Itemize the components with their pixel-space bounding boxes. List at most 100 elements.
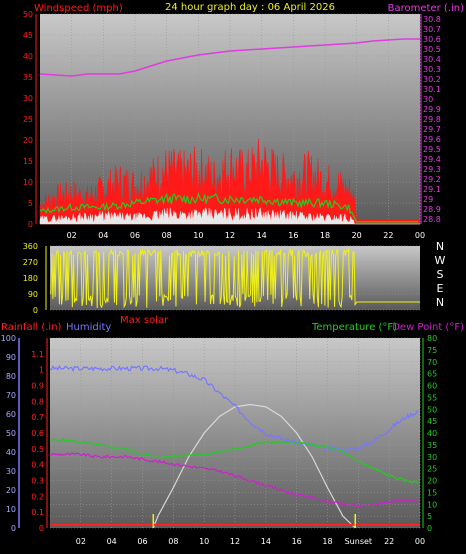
rainfall-tick: 0.8	[31, 397, 44, 406]
barometer-tick: 29	[423, 195, 433, 204]
compass-S: S	[437, 268, 444, 281]
humidity-tick: 80	[6, 372, 16, 381]
direction-tick: 90	[28, 290, 38, 299]
barometer-label: Barometer (.in)	[388, 3, 464, 14]
windspeed-axis: 0 5 10 15 20 25 30 35 40 45 50	[23, 10, 37, 229]
rainfall-tick: 0	[39, 524, 44, 533]
barometer-tick: 30.7	[423, 25, 441, 34]
x-tick: 14	[257, 231, 267, 240]
wind-direction-line	[50, 247, 420, 309]
x-tick: 06	[130, 231, 140, 240]
rainfall-tick: 0.1	[31, 508, 44, 517]
humidity-tick: 50	[6, 429, 16, 438]
temperature-tick: 70	[427, 358, 437, 367]
compass-N: N	[436, 240, 444, 253]
x-tick: 12	[230, 537, 240, 546]
barometer-tick: 30	[423, 95, 433, 104]
wind-series	[39, 38, 421, 225]
temperature-tick: 80	[427, 334, 437, 343]
humidity-tick: 30	[6, 467, 16, 476]
rainfall-tick: 0.2	[31, 492, 44, 501]
barometer-tick: 30.5	[423, 45, 441, 54]
chart-title: 24 hour graph day : 06 April 2026	[165, 2, 335, 13]
max-solar-line	[152, 403, 356, 529]
barometer-tick: 29.3	[423, 165, 441, 174]
rainfall-tick: 0.5	[31, 445, 44, 454]
temperature-tick: 15	[427, 488, 437, 497]
max-solar-label: Max solar	[120, 315, 169, 326]
windspeed-tick: 5	[28, 199, 33, 208]
barometer-tick: 29.1	[423, 185, 441, 194]
rainfall-tick: 0.3	[31, 477, 44, 486]
humidity-tick: 70	[6, 391, 16, 400]
windspeed-tick: 45	[23, 31, 33, 40]
humidity-tick: 40	[6, 448, 16, 457]
humidity-axis: 0 10 20 30 40 50 60 70 80 90 100	[1, 334, 20, 533]
compass-E: E	[437, 282, 444, 295]
barometer-tick: 28.8	[423, 215, 441, 224]
barometer-tick: 30.3	[423, 65, 441, 74]
direction-series	[50, 247, 420, 309]
rainfall-axis: 0 0.1 0.2 0.3 0.4 0.5 0.6 0.7 0.8 0.9 1 1.1	[31, 338, 48, 533]
rainfall-tick: 0.7	[31, 413, 44, 422]
barometer-tick: 29.8	[423, 115, 441, 124]
windspeed-tick: 20	[23, 136, 33, 145]
temperature-plot-area	[50, 338, 420, 528]
windspeed-label: Windspeed (mph)	[34, 3, 123, 14]
humidity-line	[49, 364, 419, 453]
barometer-tick: 30.8	[423, 15, 441, 24]
temperature-tick: 45	[427, 417, 437, 426]
temperature-tick: 40	[427, 429, 437, 438]
temperature-tick: 65	[427, 370, 437, 379]
x-tick: 16	[288, 231, 298, 240]
humidity-tick: 20	[6, 486, 16, 495]
compass-N: N	[436, 296, 444, 309]
x-tick: 18	[322, 537, 332, 546]
windspeed-tick: 35	[23, 73, 33, 82]
windspeed-tick: 40	[23, 52, 33, 61]
humidity-tick: 100	[1, 334, 16, 343]
humidity-tick: 90	[6, 353, 16, 362]
humidity-tick: 60	[6, 410, 16, 419]
rainfall-tick: 0.9	[31, 382, 44, 391]
x-tick: Sunset	[345, 537, 372, 546]
windspeed-tick: 0	[28, 220, 33, 229]
temperature-line	[49, 437, 419, 484]
direction-tick: 270	[23, 258, 38, 267]
windspeed-tick: 15	[23, 157, 33, 166]
barometer-tick: 29.6	[423, 135, 441, 144]
direction-tick: 0	[33, 306, 38, 315]
x-tick: 16	[292, 537, 302, 546]
humidity-label: Humidity	[66, 322, 111, 333]
rainfall-tick: 0.4	[31, 461, 44, 470]
rainfall-tick: 1	[39, 366, 44, 375]
rainfall-tick: 1.1	[31, 350, 44, 359]
temperature-tick: 50	[427, 405, 437, 414]
wind-lull-area	[39, 207, 420, 225]
temperature-tick: 25	[427, 465, 437, 474]
x-tick: 04	[98, 231, 108, 240]
x-tick: 12	[225, 231, 235, 240]
rainfall-label: Rainfall (.in)	[1, 322, 62, 333]
windspeed-tick: 10	[23, 178, 33, 187]
x-tick: 18	[320, 231, 330, 240]
barometer-tick: 30.2	[423, 75, 441, 84]
x-tick: 14	[261, 537, 271, 546]
barometer-tick: 30.1	[423, 85, 441, 94]
temperature-label: Temperature (°F)	[311, 322, 397, 333]
dewpoint-label: Dew Point (°F)	[392, 322, 464, 333]
temperature-x-axis: 02 04 06 08 10 12 14 16 18 Sunset 22 00	[76, 537, 425, 546]
windspeed-tick: 50	[23, 10, 33, 19]
temperature-tick: 5	[427, 512, 432, 521]
x-tick: 02	[76, 537, 86, 546]
temperature-axis: 0 5 10 15 20 25 30 35 40 45 50 55 60 65 70 75 80	[422, 334, 437, 533]
direction-axis: 0 90 180 270 360	[23, 242, 47, 315]
temperature-tick: 20	[427, 477, 437, 486]
temperature-tick: 75	[427, 346, 437, 355]
barometer-tick: 29.5	[423, 145, 441, 154]
temperature-series	[49, 364, 420, 529]
windspeed-tick: 25	[23, 115, 33, 124]
barometer-tick: 29.9	[423, 105, 441, 114]
x-tick: 04	[107, 537, 117, 546]
